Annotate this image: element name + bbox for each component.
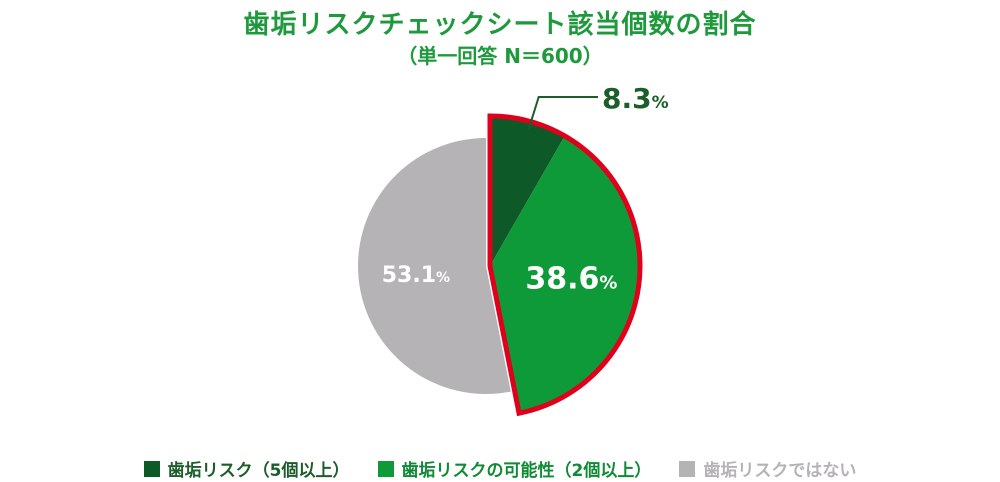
leader-line [527,96,598,130]
chart-title: 歯垢リスクチェックシート該当個数の割合 [243,10,757,40]
slice-value-label-3: 53.1% [382,263,450,288]
legend-item-3: 歯垢リスクではない [679,456,856,481]
legend-swatch [143,460,160,477]
legend-label: 歯垢リスク（5個以上） [167,461,350,481]
pie-slice-3 [357,137,511,394]
highlight-border [487,113,643,417]
pie-slice-2 [490,135,640,414]
chart-legend: 歯垢リスク（5個以上） 歯垢リスクの可能性（2個以上） 歯垢リスクではない [0,456,1000,481]
legend-label: 歯垢リスクの可能性（2個以上） [401,461,652,481]
legend-item-2: 歯垢リスクの可能性（2個以上） [377,456,652,481]
legend-swatch [377,460,394,477]
legend-label: 歯垢リスクではない [703,461,857,481]
slice-value-label-1: 8.3% [602,82,669,115]
legend-item-1: 歯垢リスク（5個以上） [143,456,350,481]
legend-swatch [679,460,696,477]
pie-slice-1 [490,115,565,266]
slice-value-label-2: 38.6% [525,261,617,296]
chart-subtitle: （単一回答 N＝600） [397,44,603,68]
